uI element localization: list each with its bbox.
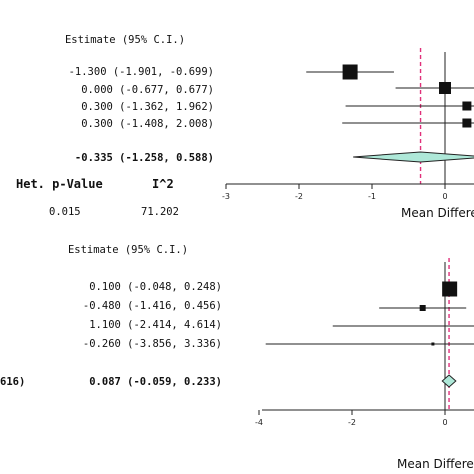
pooled-estimate-diamond [441, 374, 457, 388]
study-estimate-marker [431, 342, 435, 346]
het-p-value: 0.015 [49, 206, 81, 218]
study-estimate-marker [342, 64, 358, 80]
pooled-estimate-label: 0.087 (-0.059, 0.233) [89, 376, 222, 388]
x-axis-label-bottom: Mean Differen [397, 457, 474, 471]
forest-plot-top: Estimate (95% C.I.) -1.300 (-1.901, -0.6… [16, 34, 474, 220]
pooled-prefix-label: 616) [0, 376, 25, 388]
x-tick-label: -2 [295, 192, 303, 201]
x-tick-label: -3 [222, 192, 230, 201]
study-estimate-marker [462, 101, 472, 111]
study-estimate-label: 0.300 (-1.408, 2.008) [81, 118, 214, 130]
study-estimate-label: -1.300 (-1.901, -0.699) [69, 66, 214, 78]
i2-value: 71.202 [141, 206, 179, 218]
x-tick-label: 0 [442, 192, 447, 201]
i2-header: I^2 [152, 177, 174, 191]
pooled-estimate-label: -0.335 (-1.258, 0.588) [75, 152, 214, 164]
study-estimate-marker [462, 118, 472, 128]
study-estimate-marker [439, 82, 451, 94]
study-estimate-label: -0.480 (-1.416, 0.456) [83, 300, 222, 312]
study-estimate-marker [419, 305, 426, 311]
study-estimate-label: 0.300 (-1.362, 1.962) [81, 101, 214, 113]
x-tick-label: -1 [368, 192, 376, 201]
column-header-bottom: Estimate (95% C.I.) [68, 244, 188, 256]
forest-plot-bottom: Estimate (95% C.I.) 0.100 (-0.048, 0.248… [0, 244, 474, 471]
study-estimate-label: 0.000 (-0.677, 0.677) [81, 84, 214, 96]
plot-area-bottom: -4 -2 0 [255, 258, 474, 427]
x-tick-label: 0 [442, 418, 447, 427]
plot-area-top: -3-2-101 [222, 48, 474, 201]
study-estimate-label: 1.100 (-2.414, 4.614) [89, 319, 222, 331]
study-estimate-label: -0.260 (-3.856, 3.336) [83, 338, 222, 350]
het-p-value-header: Het. p-Value [16, 177, 103, 191]
study-estimate-label: 0.100 (-0.048, 0.248) [89, 281, 222, 293]
x-axis-label-top: Mean Differen [401, 206, 474, 220]
column-header-top: Estimate (95% C.I.) [65, 34, 185, 46]
x-tick-label: -4 [255, 418, 263, 427]
study-estimate-marker [442, 281, 458, 297]
pooled-estimate-diamond [353, 151, 474, 163]
x-tick-label: -2 [348, 418, 356, 427]
